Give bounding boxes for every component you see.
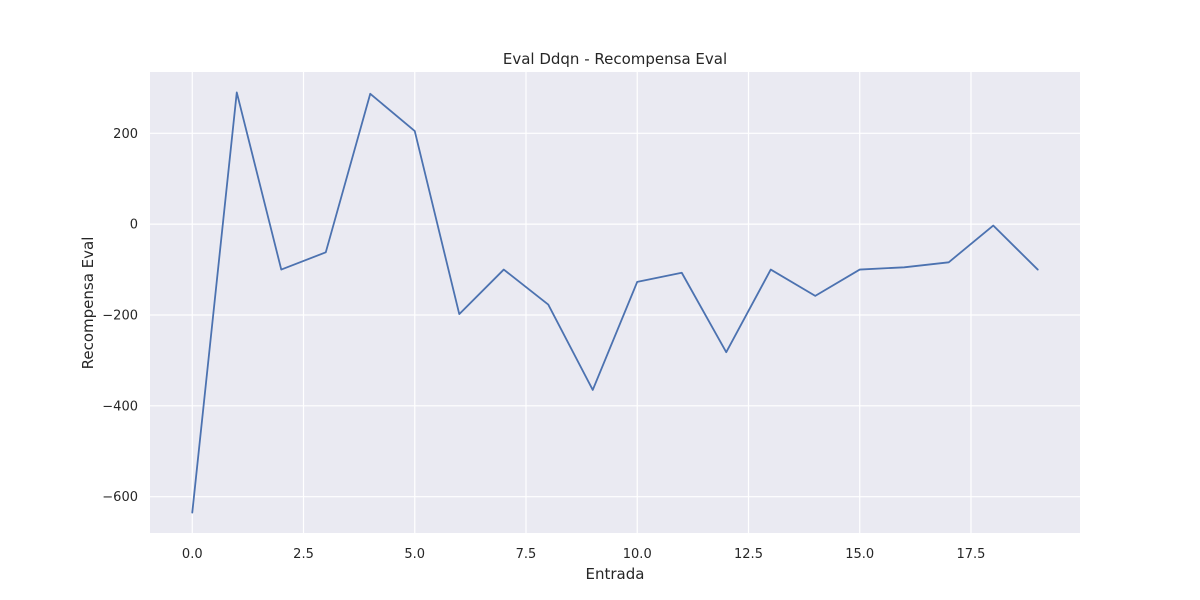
y-tick-label: 200 [113, 127, 138, 142]
y-tick-label: −400 [102, 399, 138, 414]
x-tick-label: 5.0 [404, 547, 425, 562]
x-axis-label: Entrada [586, 565, 645, 583]
x-tick-label: 15.0 [845, 547, 874, 562]
y-ticks: −600 −400 −200 0 200 [102, 127, 138, 505]
grid [150, 72, 1080, 533]
y-tick-label: 0 [130, 218, 138, 233]
y-axis-label: Recompensa Eval [79, 237, 97, 370]
series-line [191, 91, 1039, 514]
series-group [191, 91, 1039, 514]
x-ticks: 0.0 2.5 5.0 7.5 10.0 12.5 15.0 17.5 [182, 547, 986, 562]
x-tick-label: 10.0 [623, 547, 652, 562]
x-tick-label: 12.5 [734, 547, 763, 562]
chart-title: Eval Ddqn - Recompensa Eval [503, 50, 727, 68]
y-tick-label: −600 [102, 490, 138, 505]
x-tick-label: 2.5 [293, 547, 314, 562]
plot-area [150, 72, 1080, 533]
x-tick-label: 17.5 [957, 547, 986, 562]
x-tick-label: 0.0 [182, 547, 203, 562]
x-tick-label: 7.5 [516, 547, 537, 562]
y-tick-label: −200 [102, 308, 138, 323]
